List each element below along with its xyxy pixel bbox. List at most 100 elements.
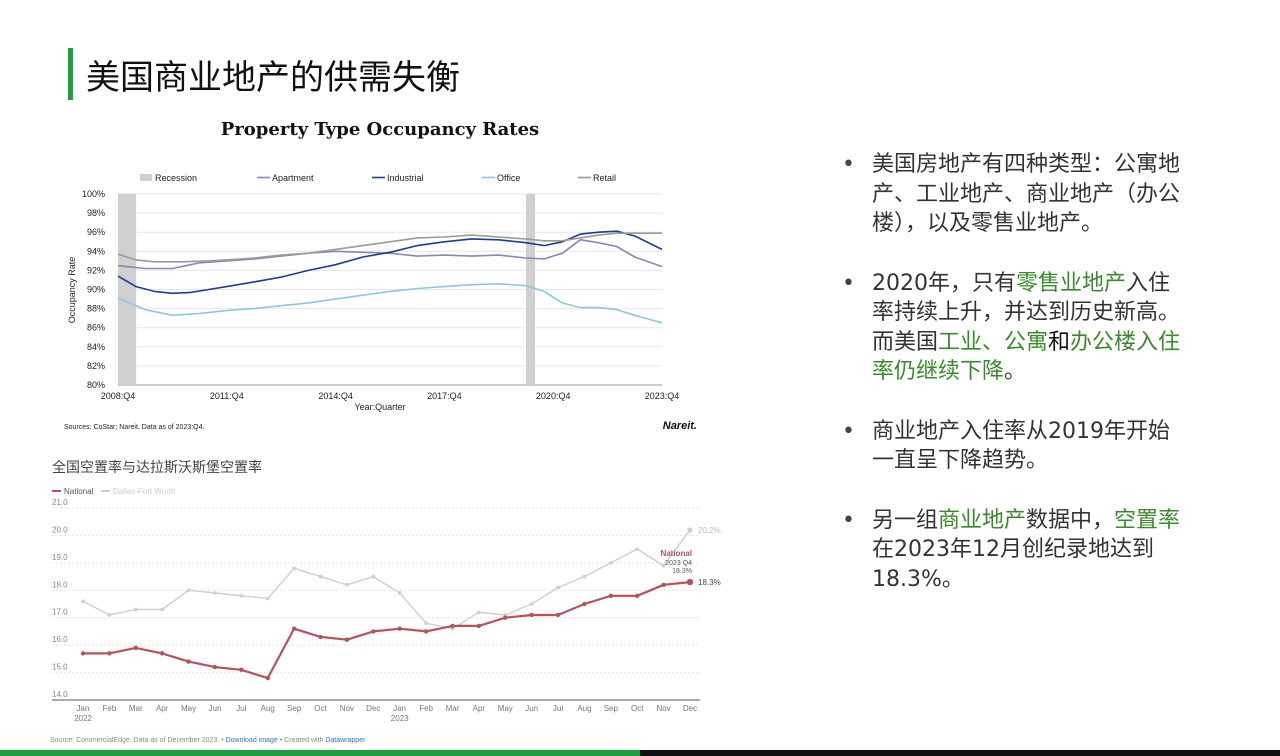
bullet-text: 另一组 [872,507,939,533]
bullet-item: 美国房地产有四种类型：公寓地产、工业地产、商业地产（办公楼），以及零售业地产。 [842,150,1187,239]
chart2-x-tick-label: May [181,704,196,713]
data-point-dallas-fort-worth [529,602,534,606]
chart2-x-tick-label: Nov [656,704,670,713]
chart2-y-tick-label: 17.0 [52,608,68,617]
chart2-x-tick-label: Apr [473,704,486,713]
data-point-dallas-fort-worth [556,585,560,590]
chart2-x-tick-label: Jul [236,704,246,713]
chart1-source: Sources: CoStar; Nareit. Data as of 2023… [64,424,205,431]
bullet-text: 2020年，只有 [872,270,1016,296]
page-title: 美国商业地产的供需失衡 [86,58,460,98]
recession-band [118,194,137,385]
legend-label-industrial: Industrial [387,173,424,183]
annotation-value: 18.3% [672,568,692,575]
data-point-dallas-fort-worth [107,613,112,617]
chart2-legend: National Dallas-Fort Worth [52,487,176,496]
legend-label-apartment: Apartment [272,173,314,183]
chart2-y-tick-label: 15.0 [52,663,68,672]
chart2-x-tick-label: Aug [577,704,591,713]
chart2-year-label: 2023 [391,714,409,723]
data-point-dallas-fort-worth [81,599,85,604]
chart2-x-tick-label: Dec [366,704,380,713]
data-point-dallas-fort-worth [476,610,481,615]
data-point-national [159,651,165,656]
data-point-dallas-fort-worth [160,607,165,612]
data-point-dallas-fort-worth [213,591,217,595]
chart2-x-tick-label: Aug [261,704,275,713]
created-with-text: • Created with [280,737,326,744]
dfw-end-label: 20.2% [698,526,721,535]
data-point-national [555,612,561,618]
chart2-x-tick-label: Oct [631,704,644,713]
bullet-text: 美国房地产有四种类型：公寓地产、工业地产、商业地产（办公楼），以及零售业地产。 [872,152,1181,236]
chart2-grid [52,507,700,701]
highlight-text: 工业、公寓 [938,329,1049,355]
chart2-lines [80,528,693,681]
national-end-label: 18.3% [698,578,721,587]
chart1-y-tick-label: 80% [87,380,105,390]
bullet-item: 商业地产入住率从2019年开始一直呈下降趋势。 [842,417,1187,476]
chart1-x-tick-label: 2008:Q4 [101,391,136,401]
bullet-text: 入住率持续上升，并达到历史新高。而美国 [872,270,1181,355]
data-point-dallas-fort-worth [292,566,297,571]
data-point-dallas-fort-worth [186,588,191,593]
data-point-dallas-fort-worth [424,621,428,626]
highlight-text: 商业地产 [938,507,1027,533]
data-point-national [582,601,587,607]
chart2-x-tick-label: Jan [77,704,90,713]
bottom-accent-bar [0,750,640,756]
chart2-source: Source: CommercialEdge. Data as of Decem… [50,737,226,744]
data-point-dallas-fort-worth [661,563,666,568]
chart1-grid [118,193,662,386]
chart2-x-ticks: Jan Feb Mar Apr May Jun Jul Aug Sep Oct Nov Dec Jan F… [74,704,697,723]
data-point-dallas-fort-worth [265,596,270,601]
data-point-national [239,667,244,673]
data-point-dallas-fort-worth [635,547,640,552]
chart1-y-tick-label: 86% [87,323,105,333]
chart2-y-tick-label: 16.0 [52,635,68,644]
data-point-national [291,626,297,631]
chart1-y-tick-label: 88% [87,304,105,314]
bullet-list: 美国房地产有四种类型：公寓地产、工业地产、商业地产（办公楼），以及零售业地产。 2… [842,150,1187,624]
chart1-y-axis-label: Occupancy Rate [67,257,77,324]
legend-label-office: Office [497,173,520,183]
annotation-series-name: National [660,549,692,558]
bullet-item: 另一组商业地产数据中，空置率在2023年12月创纪录地达到18.3%。 [842,506,1187,595]
chart2-x-tick-label: Feb [102,704,116,713]
chart1-x-tick-label: 2014:Q4 [318,391,353,401]
chart2-x-tick-label: Mar [129,704,143,713]
chart2-x-tick-label: Sep [604,704,619,713]
data-point-dallas-fort-worth [133,607,138,612]
data-point-dallas-fort-worth [239,593,244,598]
chart2-x-tick-label: Jan [393,704,406,713]
dfw-end-marker [687,527,693,533]
data-point-national [450,623,455,629]
data-point-national [503,615,508,620]
chart2-x-tick-label: Dec [683,704,697,713]
series-line-retail [117,232,662,263]
legend-label-national: National [64,487,94,496]
chart2-x-tick-label: Sep [287,704,302,713]
chart1-legend: Recession Apartment Industrial Office Retail [140,173,616,183]
series-line-office [117,283,663,324]
legend-label-retail: Retail [593,173,616,183]
bullet-item: 2020年，只有零售业地产入住率持续上升，并达到历史新高。而美国工业、公寓和办公… [842,269,1187,387]
series-line-dallas-fort-worth [82,529,691,630]
series-line-national [83,581,691,680]
occupancy-chart: Property Type Occupancy Rates Recession A… [64,119,697,432]
data-point-national [212,664,218,670]
chart1-y-tick-label: 90% [87,285,105,295]
series-line-industrial [117,230,663,295]
data-point-national [186,659,191,664]
chart1-x-axis-label: Year:Quarter [354,402,405,412]
legend-label-dallas-fort-worth: Dallas-Fort Worth [113,487,176,496]
chart2-x-tick-label: Feb [419,704,433,713]
data-point-national [529,612,534,618]
chart2-y-tick-label: 20.0 [52,525,68,534]
highlight-text: 零售业地产 [1016,270,1127,296]
data-point-dallas-fort-worth [318,574,323,579]
bullet-text: 数据中， [1026,507,1115,533]
chart2-x-tick-label: Jun [209,704,222,713]
chart1-y-tick-label: 84% [87,342,105,352]
data-point-national [80,651,86,656]
